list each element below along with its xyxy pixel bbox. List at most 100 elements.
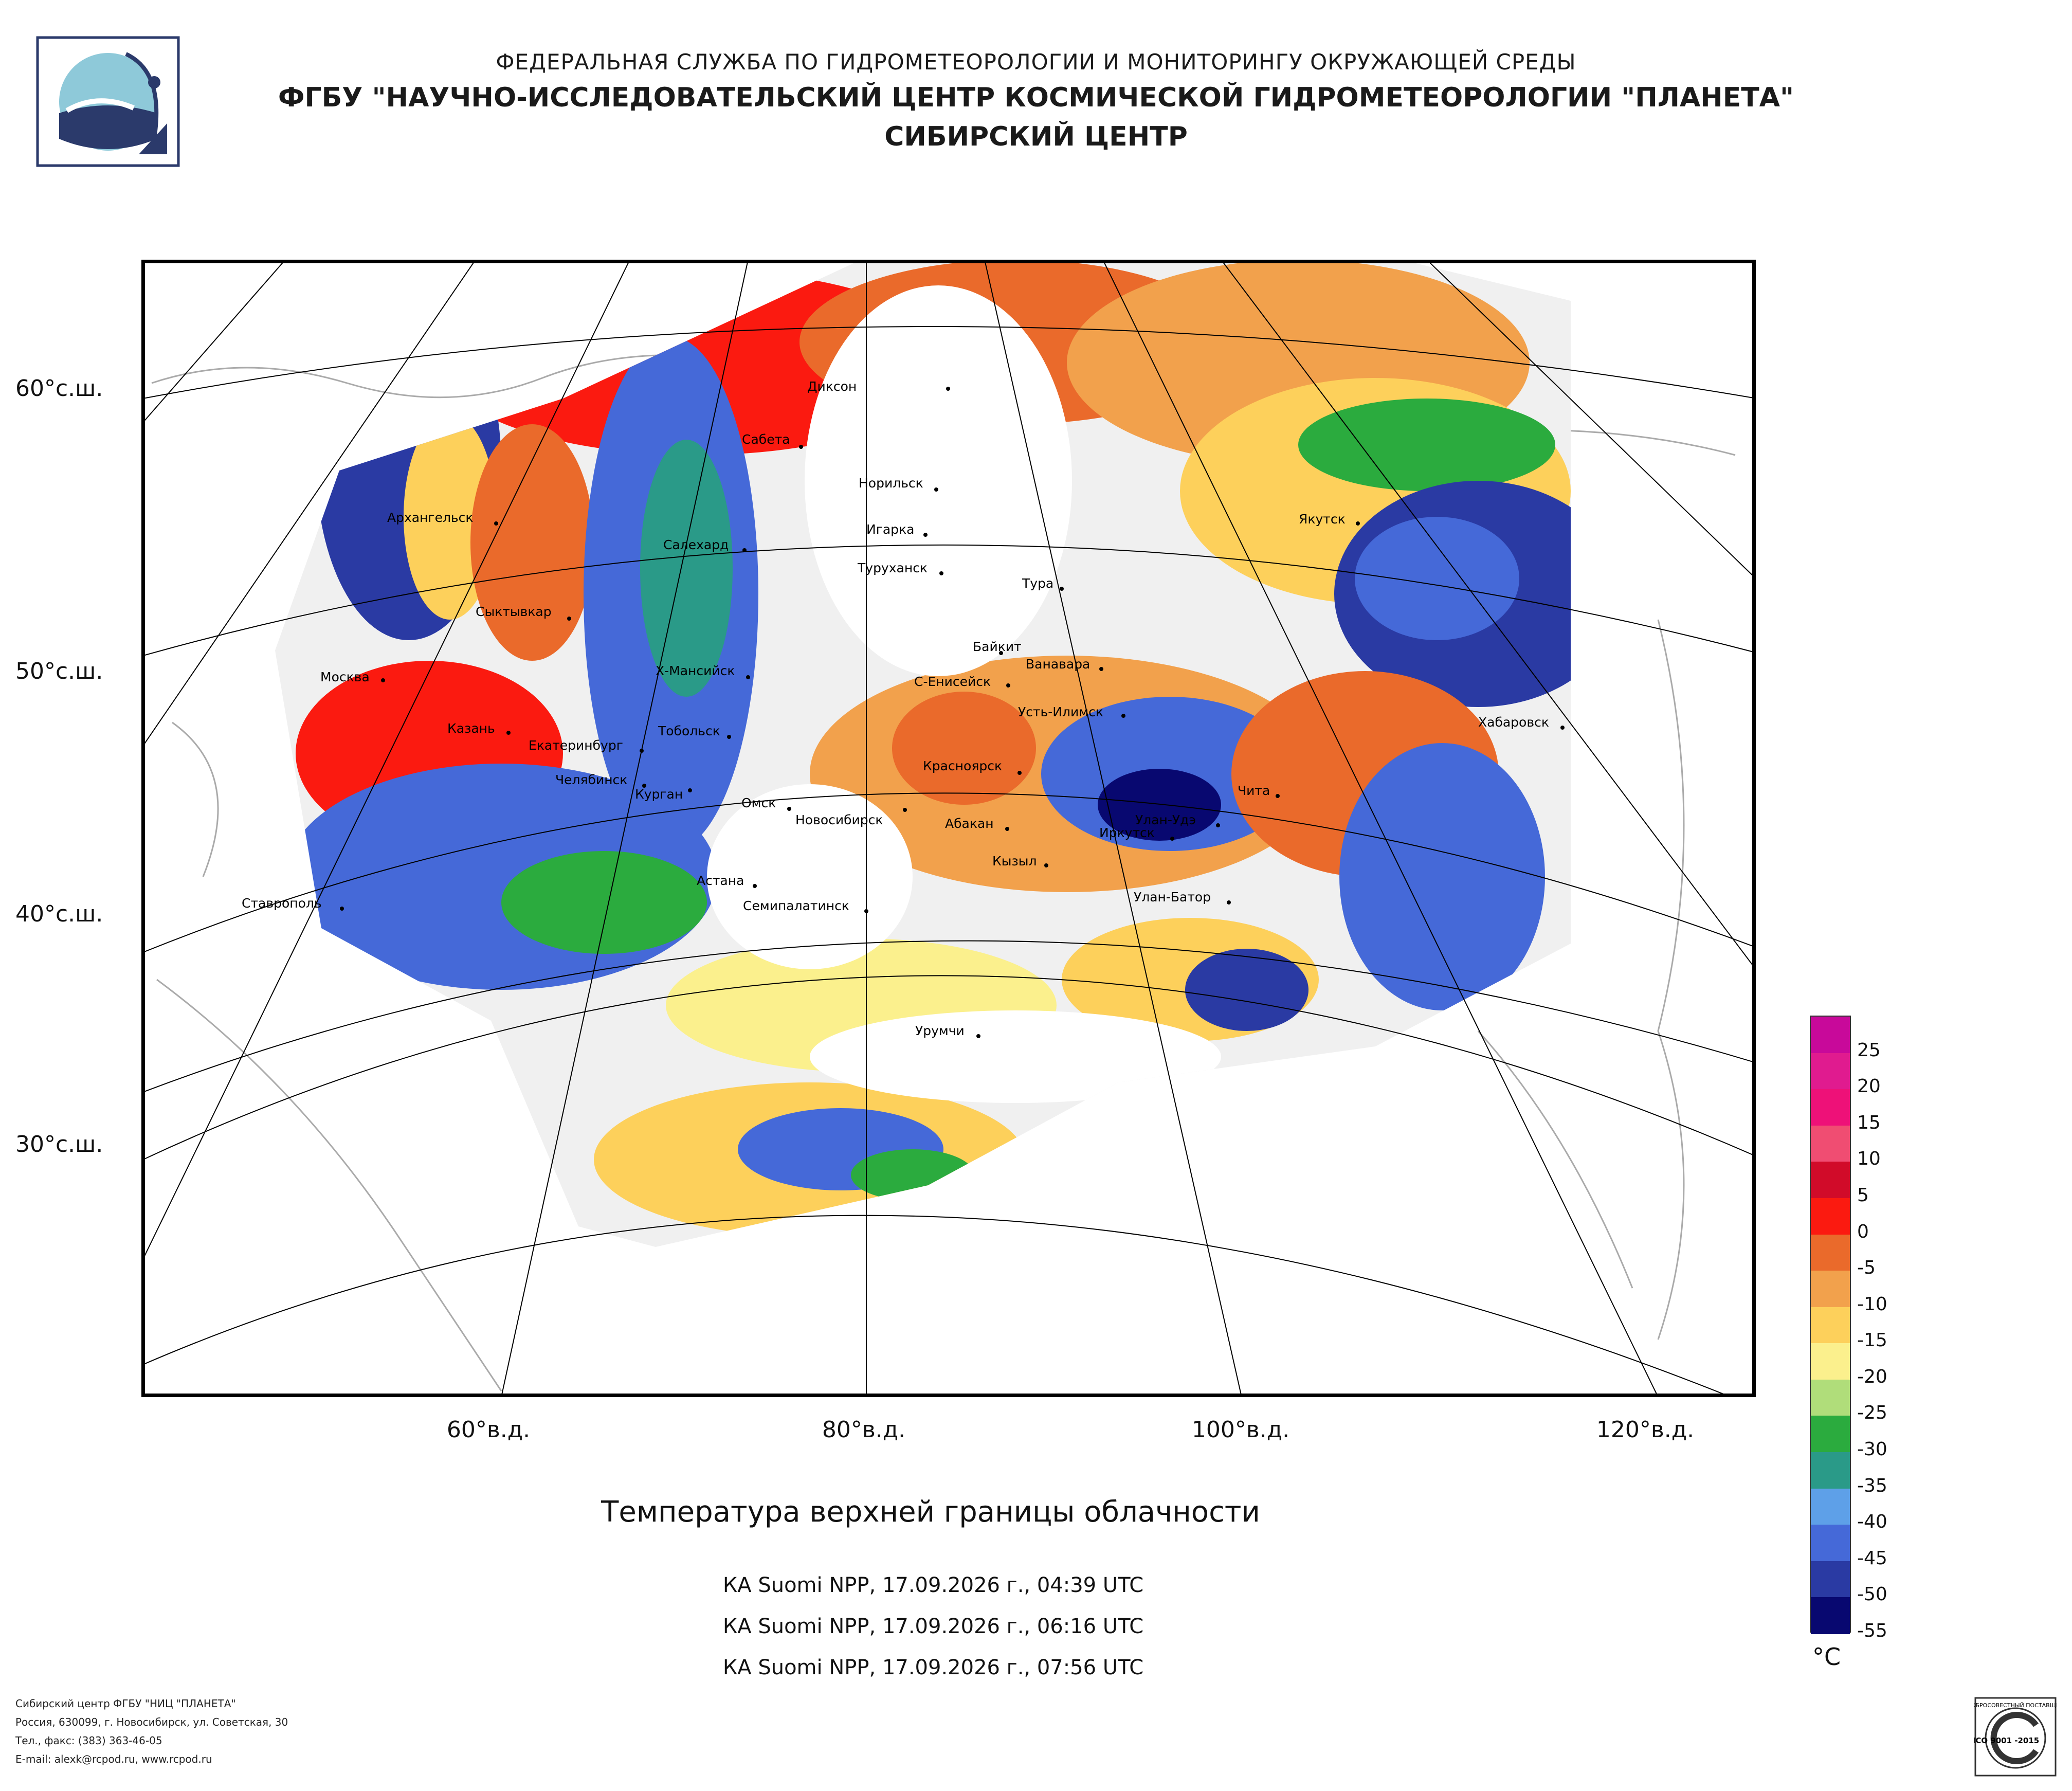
city-label: С-Енисейск — [914, 674, 991, 689]
footer-contacts: Сибирский центр ФГБУ "НИЦ "ПЛАНЕТА" Росс… — [15, 1694, 288, 1768]
city-dot — [1227, 900, 1231, 904]
city-label: Архангельск — [387, 510, 474, 525]
city-label: Туруханск — [858, 560, 928, 575]
city-label: Казань — [447, 721, 495, 736]
city-dot — [753, 884, 757, 888]
city-dot — [1121, 714, 1125, 718]
city-label: Тобольск — [658, 723, 720, 738]
city-label: Игарка — [866, 522, 915, 537]
lat-label-30: 30°с.ш. — [15, 1131, 103, 1157]
legend-color-band — [1811, 1017, 1850, 1054]
satellite-pass: КА Suomi NPP, 17.09.2026 г., 06:16 UTC — [722, 1615, 1144, 1638]
city-label: Улан-Батор — [1134, 890, 1211, 904]
lat-label-40: 40°с.ш. — [15, 901, 103, 927]
city-dot — [640, 749, 644, 753]
city-dot — [1005, 827, 1009, 831]
planeta-logo — [36, 36, 180, 167]
city-label: Астана — [697, 873, 744, 888]
lat-label-50: 50°с.ш. — [15, 658, 103, 684]
lon-label-120: 120°в.д. — [1596, 1417, 1695, 1443]
legend-color-band — [1811, 1488, 1850, 1526]
city-label: Урумчи — [915, 1023, 965, 1038]
city-dot — [1560, 726, 1565, 730]
city-dot — [1276, 794, 1280, 798]
city-dot — [567, 617, 571, 621]
satellite-pass: КА Suomi NPP, 17.09.2026 г., 07:56 UTC — [722, 1656, 1144, 1679]
city-label: Чита — [1238, 783, 1270, 798]
legend-tick-label: 0 — [1857, 1221, 1869, 1242]
city-dot — [903, 808, 907, 812]
header-center: СИБИРСКИЙ ЦЕНТР — [884, 121, 1188, 152]
city-label: Усть-Илимск — [1018, 704, 1103, 719]
graticule — [141, 260, 1756, 1397]
legend-color-band — [1811, 1307, 1850, 1344]
city-dot — [1060, 587, 1064, 591]
city-label: Новосибирск — [795, 812, 883, 827]
city-dot — [1170, 837, 1174, 841]
city-dot — [976, 1034, 980, 1038]
legend-color-band — [1811, 1053, 1850, 1090]
city-label: Красноярск — [923, 758, 1003, 773]
city-label: Кызыл — [992, 854, 1037, 869]
legend-color-band — [1811, 1597, 1850, 1634]
temperature-color-scale — [1810, 1016, 1851, 1634]
city-label: Курган — [635, 787, 683, 802]
lon-label-100: 100°в.д. — [1191, 1417, 1290, 1443]
city-dot — [1099, 667, 1103, 671]
city-label: Тура — [1022, 576, 1054, 591]
lon-label-80: 80°в.д. — [822, 1417, 906, 1443]
legend-color-band — [1811, 1416, 1850, 1453]
city-label: Сыктывкар — [476, 604, 552, 619]
legend-tick-label: -20 — [1857, 1366, 1887, 1387]
city-label: Семипалатинск — [743, 898, 849, 913]
legend-color-band — [1811, 1125, 1850, 1163]
lat-label-60: 60°с.ш. — [15, 375, 103, 402]
legend-tick-label: -55 — [1857, 1620, 1887, 1641]
city-dot — [799, 445, 803, 449]
city-dot — [1044, 863, 1048, 867]
city-dot — [494, 521, 498, 526]
legend-tick-label: -50 — [1857, 1584, 1887, 1605]
legend-color-band — [1811, 1343, 1850, 1380]
header-institute: ФГБУ "НАУЧНО-ИССЛЕДОВАТЕЛЬСКИЙ ЦЕНТР КОС… — [278, 82, 1794, 113]
city-label: Х-Мансийск — [656, 663, 735, 678]
city-label: Москва — [320, 670, 370, 684]
city-dot — [1356, 521, 1360, 526]
city-dot — [999, 651, 1003, 655]
legend-color-band — [1811, 1525, 1850, 1562]
city-dot — [939, 571, 943, 575]
city-dot — [746, 675, 750, 679]
city-dot — [340, 907, 344, 911]
legend-unit: °C — [1812, 1643, 1841, 1671]
city-dot — [642, 784, 646, 788]
legend-tick-label: -45 — [1857, 1547, 1887, 1569]
legend-color-band — [1811, 1089, 1850, 1126]
city-dot — [787, 807, 791, 811]
city-dot — [727, 735, 731, 739]
footer-line: E-mail: alexk@rcpod.ru, www.rcpod.ru — [15, 1753, 212, 1765]
legend-tick-label: -25 — [1857, 1402, 1887, 1424]
city-dot — [381, 678, 385, 682]
iso-mid-text: ИСО 9001 -2015 — [1974, 1736, 2039, 1745]
city-dot — [506, 731, 511, 735]
legend-tick-label: 25 — [1857, 1039, 1881, 1061]
legend-tick-label: 5 — [1857, 1184, 1869, 1206]
city-label: Улан-Удэ — [1135, 812, 1196, 827]
legend-tick-label: 10 — [1857, 1148, 1881, 1170]
iso-top-text: ДОБРОСОВЕСТНЫЙ ПОСТАВЩИК — [1974, 1702, 2057, 1709]
legend-tick-label: -35 — [1857, 1475, 1887, 1496]
city-dot — [934, 487, 938, 492]
footer-line: Сибирский центр ФГБУ "НИЦ "ПЛАНЕТА" — [15, 1697, 236, 1710]
legend-color-band — [1811, 1234, 1850, 1272]
legend-color-band — [1811, 1198, 1850, 1235]
footer-line: Тел., факс: (383) 363-46-05 — [15, 1734, 162, 1747]
lon-label-60: 60°в.д. — [446, 1417, 531, 1443]
city-label: Абакан — [945, 816, 994, 831]
legend-tick-label: -5 — [1857, 1257, 1876, 1279]
city-label: Норильск — [859, 476, 923, 491]
city-label: Байкит — [973, 639, 1022, 654]
city-label: Якутск — [1299, 512, 1346, 527]
city-dot — [923, 533, 928, 537]
legend-tick-label: -10 — [1857, 1293, 1887, 1315]
city-label: Диксон — [807, 379, 857, 394]
